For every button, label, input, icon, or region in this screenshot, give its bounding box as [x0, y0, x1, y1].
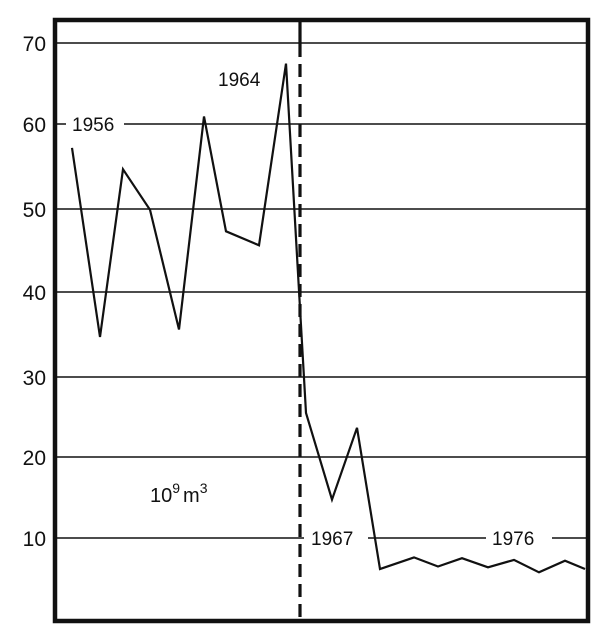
data-series-line	[70, 63, 586, 574]
y-tick-70: 70	[23, 33, 46, 56]
y-tick-50: 50	[23, 199, 46, 222]
annotation-1976: 1976	[492, 529, 534, 550]
unit-m: m	[183, 485, 200, 507]
unit-base: 10	[150, 485, 172, 507]
label-masks	[66, 112, 552, 550]
unit-label: 109 m3	[150, 480, 208, 507]
gridlines	[55, 42, 588, 539]
annotation-1967: 1967	[311, 529, 353, 550]
unit-exponent: 9	[172, 480, 180, 496]
annotation-1956: 1956	[72, 115, 114, 136]
y-axis-labels: 70 60 50 40 30 20 10	[23, 33, 46, 551]
annotation-1964: 1964	[218, 70, 261, 91]
y-tick-10: 10	[23, 528, 46, 551]
y-tick-30: 30	[23, 367, 46, 390]
y-tick-60: 60	[23, 114, 46, 137]
unit-m-exponent: 3	[200, 480, 208, 496]
plot-frame	[52, 17, 591, 624]
y-tick-20: 20	[23, 447, 46, 470]
y-tick-40: 40	[23, 282, 46, 305]
